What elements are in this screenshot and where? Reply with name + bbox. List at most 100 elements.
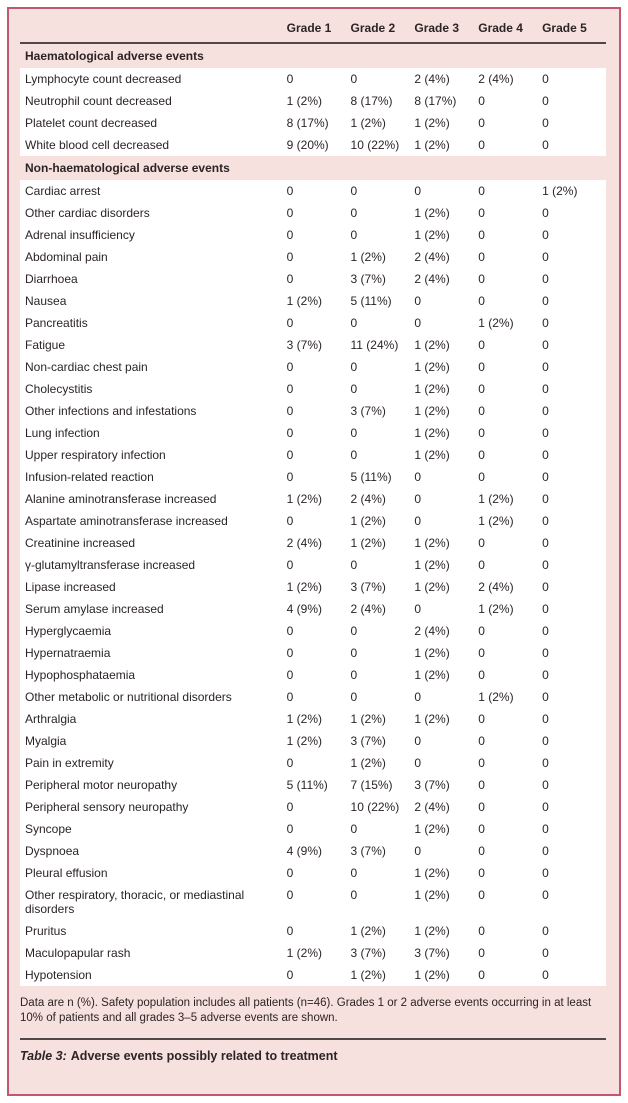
cell-value: 0 bbox=[478, 268, 543, 290]
cell-value: 0 bbox=[478, 620, 543, 642]
cell-value: 1 (2%) bbox=[350, 708, 415, 730]
cell-value: 0 bbox=[286, 68, 351, 90]
cell-value: 1 (2%) bbox=[286, 708, 351, 730]
column-header-grade-5: Grade 5 bbox=[542, 14, 606, 44]
cell-value: 0 bbox=[286, 884, 351, 920]
row-label: Other infections and infestations bbox=[20, 400, 287, 422]
row-label: Pleural effusion bbox=[20, 862, 287, 884]
cell-value: 1 (2%) bbox=[414, 134, 479, 156]
row-label: γ-glutamyltransferase increased bbox=[20, 554, 287, 576]
table-row: Syncope 0 0 1 (2%) 0 0 bbox=[20, 818, 606, 840]
cell-value: 1 (2%) bbox=[414, 664, 479, 686]
cell-value: 0 bbox=[286, 964, 351, 986]
cell-value: 0 bbox=[542, 840, 606, 862]
table-row: Fatigue 3 (7%) 11 (24%) 1 (2%) 0 0 bbox=[20, 334, 606, 356]
cell-value: 0 bbox=[414, 290, 479, 312]
cell-value: 1 (2%) bbox=[414, 862, 479, 884]
table-row: Hypophosphataemia 0 0 1 (2%) 0 0 bbox=[20, 664, 606, 686]
cell-value: 0 bbox=[542, 752, 606, 774]
table-row: Infusion-related reaction 0 5 (11%) 0 0 0 bbox=[20, 466, 606, 488]
cell-value: 1 (2%) bbox=[414, 334, 479, 356]
cell-value: 1 (2%) bbox=[414, 708, 479, 730]
table-row: Creatinine increased 2 (4%) 1 (2%) 1 (2%) 0 0 bbox=[20, 532, 606, 554]
cell-value: 0 bbox=[286, 466, 351, 488]
cell-value: 0 bbox=[286, 620, 351, 642]
cell-value: 0 bbox=[542, 598, 606, 620]
cell-value: 0 bbox=[478, 964, 543, 986]
cell-value: 0 bbox=[286, 796, 351, 818]
cell-value: 0 bbox=[542, 942, 606, 964]
cell-value: 0 bbox=[478, 466, 543, 488]
cell-value: 2 (4%) bbox=[414, 68, 479, 90]
cell-value: 0 bbox=[478, 246, 543, 268]
table-row: Cholecystitis 0 0 1 (2%) 0 0 bbox=[20, 378, 606, 400]
table-row: Pruritus 0 1 (2%) 1 (2%) 0 0 bbox=[20, 920, 606, 942]
table-row: Diarrhoea 0 3 (7%) 2 (4%) 0 0 bbox=[20, 268, 606, 290]
row-label: Hypernatraemia bbox=[20, 642, 287, 664]
cell-value: 0 bbox=[286, 664, 351, 686]
cell-value: 0 bbox=[478, 224, 543, 246]
row-label-column-header bbox=[20, 14, 287, 44]
cell-value: 0 bbox=[478, 796, 543, 818]
cell-value: 1 (2%) bbox=[414, 112, 479, 134]
cell-value: 0 bbox=[350, 444, 415, 466]
cell-value: 0 bbox=[542, 664, 606, 686]
cell-value: 1 (2%) bbox=[350, 532, 415, 554]
cell-value: 0 bbox=[350, 224, 415, 246]
cell-value: 1 (2%) bbox=[350, 510, 415, 532]
cell-value: 2 (4%) bbox=[414, 796, 479, 818]
cell-value: 1 (2%) bbox=[414, 202, 479, 224]
cell-value: 1 (2%) bbox=[414, 356, 479, 378]
table-row: Pancreatitis 0 0 0 1 (2%) 0 bbox=[20, 312, 606, 334]
table-row: Neutrophil count decreased 1 (2%) 8 (17%) 8… bbox=[20, 90, 606, 112]
cell-value: 0 bbox=[542, 112, 606, 134]
table-row: Serum amylase increased 4 (9%) 2 (4%) 0 1 (2… bbox=[20, 598, 606, 620]
cell-value: 1 (2%) bbox=[478, 686, 543, 708]
column-header-grade-4: Grade 4 bbox=[478, 14, 543, 44]
cell-value: 0 bbox=[350, 686, 415, 708]
section-header-row: Non-haematological adverse events bbox=[20, 156, 606, 180]
cell-value: 1 (2%) bbox=[286, 488, 351, 510]
row-label: Infusion-related reaction bbox=[20, 466, 287, 488]
cell-value: 1 (2%) bbox=[414, 444, 479, 466]
cell-value: 0 bbox=[350, 180, 415, 202]
cell-value: 1 (2%) bbox=[286, 90, 351, 112]
cell-value: 1 (2%) bbox=[414, 400, 479, 422]
cell-value: 0 bbox=[542, 378, 606, 400]
cell-value: 0 bbox=[542, 246, 606, 268]
cell-value: 3 (7%) bbox=[350, 268, 415, 290]
row-label: Cholecystitis bbox=[20, 378, 287, 400]
cell-value: 0 bbox=[286, 224, 351, 246]
cell-value: 8 (17%) bbox=[286, 112, 351, 134]
table-row: Other infections and infestations 0 3 (7%)… bbox=[20, 400, 606, 422]
table-row: Myalgia 1 (2%) 3 (7%) 0 0 0 bbox=[20, 730, 606, 752]
cell-value: 1 (2%) bbox=[478, 510, 543, 532]
cell-value: 0 bbox=[350, 862, 415, 884]
table-row: Hypernatraemia 0 0 1 (2%) 0 0 bbox=[20, 642, 606, 664]
section-title: Non-haematological adverse events bbox=[25, 161, 230, 175]
table-row: Maculopapular rash 1 (2%) 3 (7%) 3 (7%) 0 0 bbox=[20, 942, 606, 964]
cell-value: 0 bbox=[286, 510, 351, 532]
cell-value: 0 bbox=[414, 752, 479, 774]
row-label: Hyperglycaemia bbox=[20, 620, 287, 642]
cell-value: 0 bbox=[286, 642, 351, 664]
table-caption-number: Table 3: bbox=[20, 1049, 67, 1063]
cell-value: 1 (2%) bbox=[286, 290, 351, 312]
cell-value: 1 (2%) bbox=[350, 112, 415, 134]
row-label: Pruritus bbox=[20, 920, 287, 942]
cell-value: 0 bbox=[350, 620, 415, 642]
table-row: White blood cell decreased 9 (20%) 10 (22%… bbox=[20, 134, 606, 156]
cell-value: 0 bbox=[478, 708, 543, 730]
cell-value: 0 bbox=[542, 312, 606, 334]
row-label: Lymphocyte count decreased bbox=[20, 68, 287, 90]
table-row: Platelet count decreased 8 (17%) 1 (2%) 1 (… bbox=[20, 112, 606, 134]
cell-value: 1 (2%) bbox=[414, 920, 479, 942]
cell-value: 1 (2%) bbox=[414, 818, 479, 840]
cell-value: 0 bbox=[414, 466, 479, 488]
cell-value: 0 bbox=[286, 378, 351, 400]
cell-value: 0 bbox=[478, 356, 543, 378]
cell-value: 7 (15%) bbox=[350, 774, 415, 796]
cell-value: 0 bbox=[542, 774, 606, 796]
cell-value: 0 bbox=[542, 818, 606, 840]
cell-value: 0 bbox=[542, 532, 606, 554]
